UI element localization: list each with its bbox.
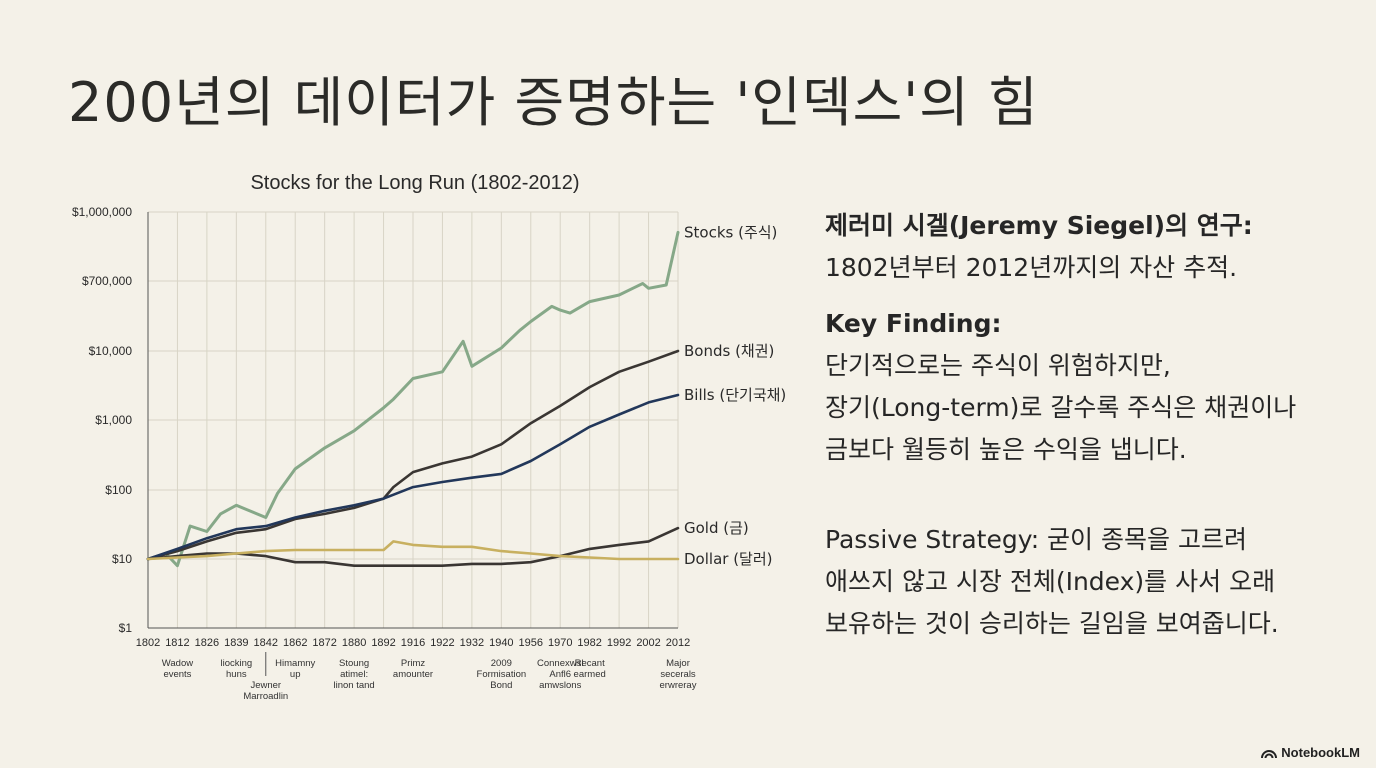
chart-svg: $1,000,000 $700,000 $10,000 $1,000 $100 $10 $1…: [72, 205, 786, 702]
passive-strategy-line-3: 보유하는 것이 승리하는 길임을 보여줍니다.: [825, 609, 1279, 638]
x-annotation-label: Major: [666, 658, 690, 669]
x-tick-label: 1839: [224, 637, 248, 649]
chart-container: Stocks for the Long Run (1802-2012) $1,0…: [40, 160, 800, 720]
x-tick-label: 1940: [489, 637, 513, 649]
chart-title: Stocks for the Long Run (1802-2012): [250, 172, 580, 194]
x-tick-label: 2002: [636, 637, 660, 649]
series-label: Bills (단기국채): [684, 386, 786, 404]
summary-panel: 제러미 시겔(Jeremy Siegel)의 연구: 1802년부터 2012년…: [825, 205, 1345, 659]
y-tick-label: $1,000: [95, 413, 132, 427]
passive-strategy-line-2: 애쓰지 않고 시장 전체(Index)를 사서 오래: [825, 567, 1276, 596]
key-finding-heading: Key Finding:: [825, 309, 1002, 338]
page-title: 200년의 데이터가 증명하는 '인덱스'의 힘: [68, 71, 1039, 134]
y-tick-label: $100: [105, 483, 132, 497]
x-annotation-label: up: [290, 669, 301, 680]
x-tick-label: 1956: [519, 637, 543, 649]
series-line: [146, 393, 680, 561]
x-annotation-label: Marroadlin: [243, 691, 288, 702]
brand-label: NotebookLM: [1281, 745, 1360, 760]
x-annotation-label: liocking: [220, 658, 252, 669]
key-finding-line-1: 단기적으로는 주식이 위험하지만,: [825, 351, 1171, 380]
x-annotation-label: Connexwsl: [537, 658, 583, 669]
x-annotation-label: secerals: [660, 669, 696, 680]
x-annotation-label: Formisation: [477, 669, 527, 680]
notebooklm-logo-icon: [1261, 749, 1278, 758]
x-annotation-label: linon tand: [334, 680, 375, 691]
x-annotation-label: Anfl6: [549, 669, 571, 680]
brand-badge: NotebookLM: [1261, 745, 1360, 760]
x-tick-label: 1982: [577, 637, 601, 649]
series-label: Dollar (달러): [684, 550, 773, 568]
x-annotation-label: amwslons: [539, 680, 581, 691]
series-line: [146, 349, 680, 561]
research-section: 제러미 시겔(Jeremy Siegel)의 연구: 1802년부터 2012년…: [825, 205, 1345, 289]
y-tick-label: $10,000: [89, 344, 133, 358]
x-tick-label: 1812: [165, 637, 189, 649]
x-tick-label: 1932: [460, 637, 484, 649]
x-annotation-label: events: [163, 669, 191, 680]
passive-strategy-line-1: Passive Strategy: 굳이 종목을 고르려: [825, 525, 1247, 554]
x-tick-label: 1922: [430, 637, 454, 649]
x-tick-label: 1992: [607, 637, 631, 649]
x-annotation-label: Wadow: [162, 658, 193, 669]
research-heading: 제러미 시겔(Jeremy Siegel)의 연구:: [825, 211, 1253, 240]
key-finding-line-3: 금보다 월등히 높은 수익을 냅니다.: [825, 435, 1187, 464]
x-tick-label: 1970: [548, 637, 572, 649]
x-tick-label: 1892: [371, 637, 395, 649]
x-annotation-label: Bond: [490, 680, 512, 691]
x-tick-label: 1880: [342, 637, 366, 649]
y-tick-label: $10: [112, 552, 132, 566]
x-tick-label: 1826: [195, 637, 219, 649]
y-tick-label: $1,000,000: [72, 205, 132, 219]
series-label: Bonds (채권): [684, 342, 774, 360]
x-annotation-label: Recant: [575, 658, 605, 669]
x-annotation-label: atimel:: [340, 669, 368, 680]
key-finding-section: Key Finding: 단기적으로는 주식이 위험하지만, 장기(Long-t…: [825, 303, 1345, 471]
x-annotation-label: Primz: [401, 658, 426, 669]
x-tick-label: 1872: [312, 637, 336, 649]
x-annotation-label: erwreray: [660, 680, 697, 691]
x-tick-label: 1862: [283, 637, 307, 649]
x-tick-label: 1802: [136, 637, 160, 649]
series-line: [146, 230, 680, 568]
x-annotation-label: Stoung: [339, 658, 369, 669]
series-label: Gold (금): [684, 519, 749, 537]
x-tick-label: 1842: [254, 637, 278, 649]
key-finding-line-2: 장기(Long-term)로 갈수록 주식은 채권이나: [825, 393, 1297, 422]
x-annotation-label: 2009: [491, 658, 512, 669]
x-tick-label: 2012: [666, 637, 690, 649]
x-annotation-label: amounter: [393, 669, 433, 680]
series-label: Stocks (주식): [684, 223, 777, 241]
x-annotation-label: Jewner: [250, 680, 281, 691]
series-line: [146, 540, 680, 561]
y-tick-label: $1: [119, 621, 133, 635]
x-annotation-label: huns: [226, 669, 247, 680]
y-tick-label: $700,000: [82, 274, 132, 288]
x-annotation-label: earmed: [574, 669, 606, 680]
x-annotation-label: Himamny: [275, 658, 315, 669]
passive-strategy-section: Passive Strategy: 굳이 종목을 고르려 애쓰지 않고 시장 전…: [825, 519, 1345, 645]
x-tick-label: 1916: [401, 637, 425, 649]
research-text: 1802년부터 2012년까지의 자산 추적.: [825, 253, 1238, 282]
